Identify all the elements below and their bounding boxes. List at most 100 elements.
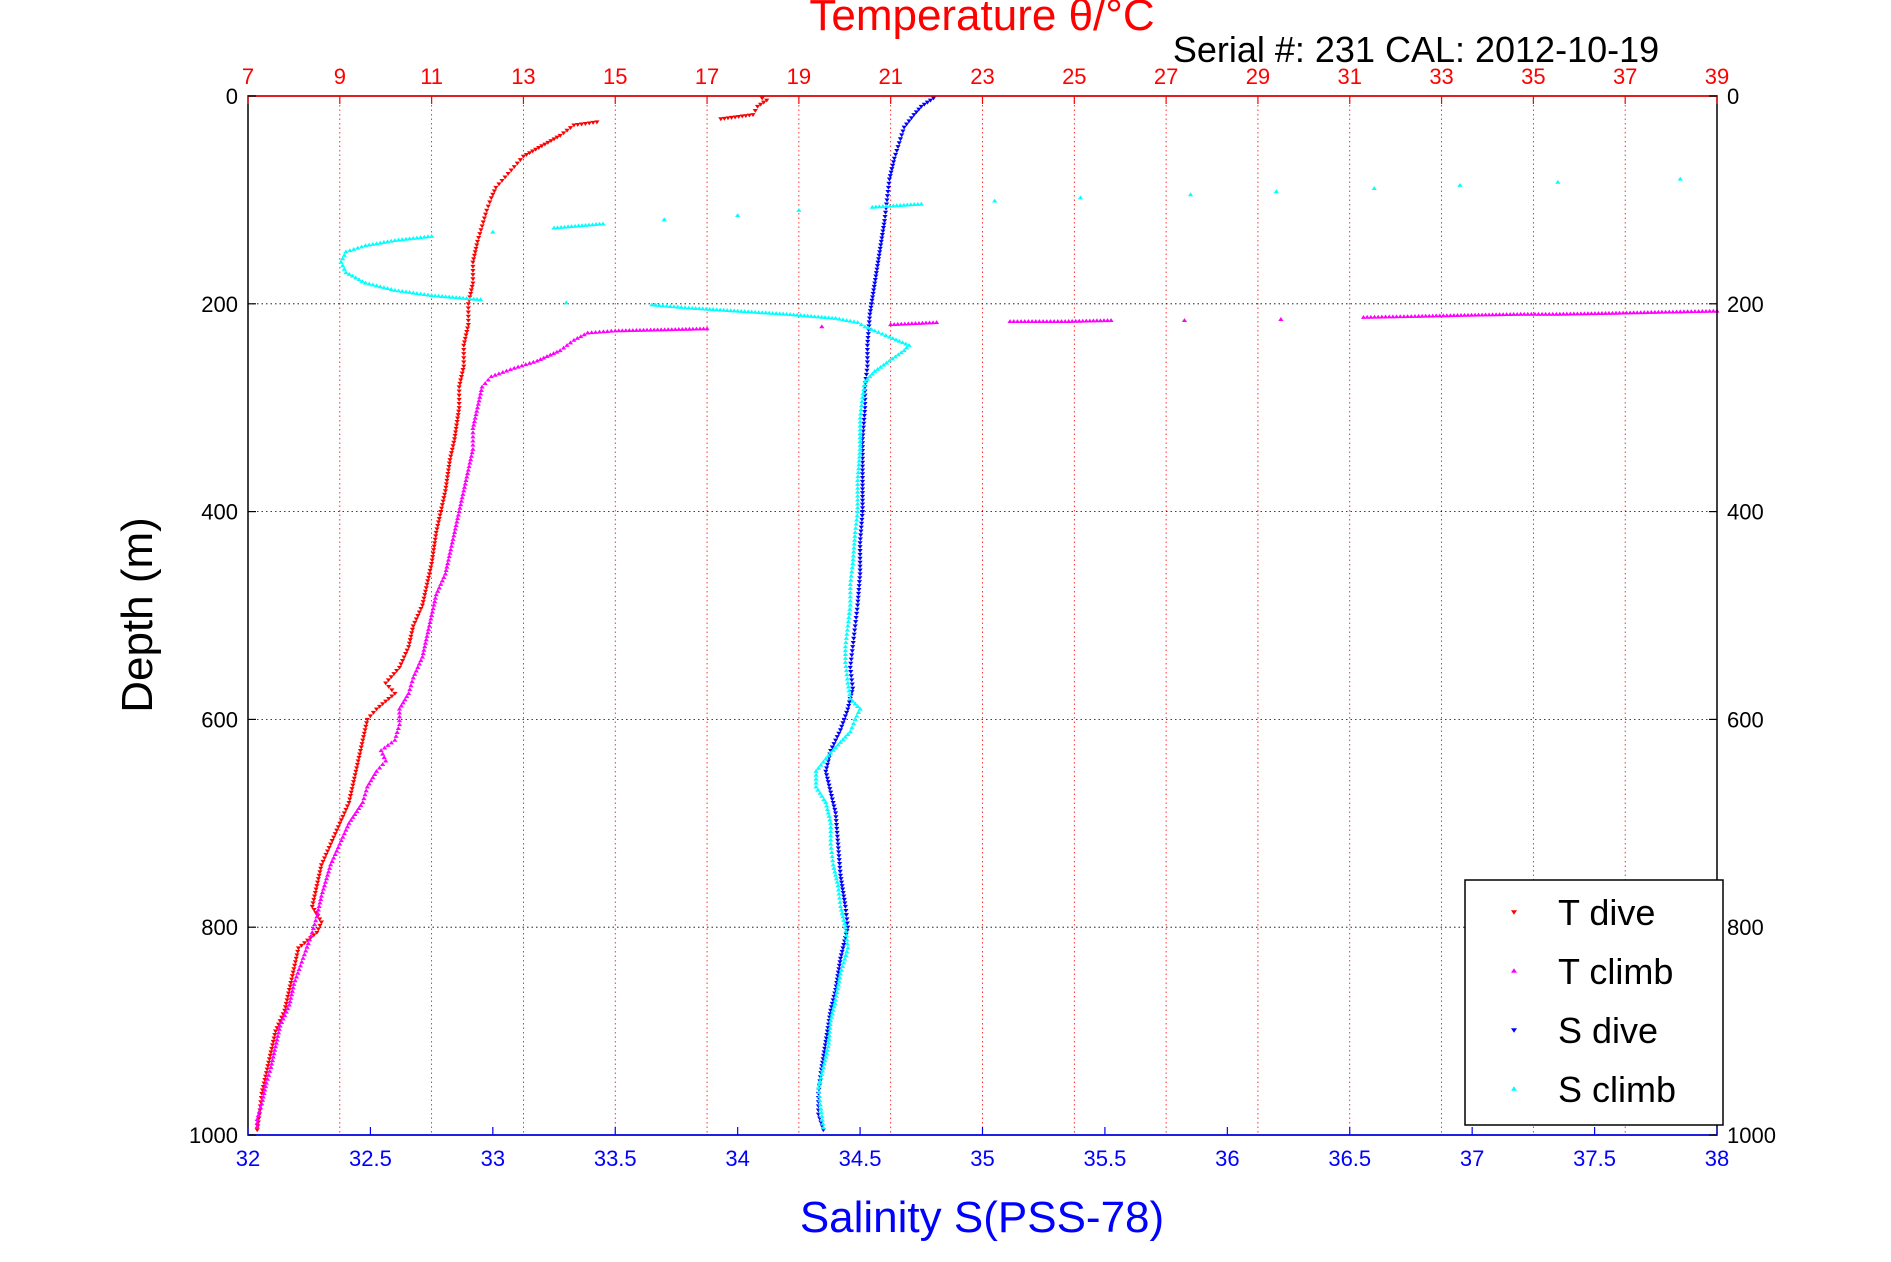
data-point <box>272 1044 279 1049</box>
data-point <box>446 465 452 469</box>
data-point <box>551 137 557 142</box>
depth-tick-label-left: 1000 <box>189 1123 238 1148</box>
data-point <box>459 371 465 376</box>
data-point <box>884 194 891 199</box>
data-point <box>496 371 502 376</box>
data-point <box>472 250 478 255</box>
data-point <box>908 116 915 121</box>
data-point <box>314 930 320 935</box>
data-point <box>446 461 453 466</box>
data-point <box>473 246 479 251</box>
data-point <box>833 819 839 824</box>
data-point <box>461 343 467 348</box>
data-point <box>323 852 329 857</box>
data-point <box>425 630 431 635</box>
data-point <box>454 419 460 424</box>
data-point <box>1401 314 1407 319</box>
data-point <box>388 740 395 745</box>
data-point <box>858 529 864 534</box>
data-point <box>1602 310 1609 315</box>
data-point <box>1539 311 1545 316</box>
data-point <box>372 772 378 777</box>
data-point <box>892 354 898 359</box>
data-point <box>282 1013 288 1018</box>
data-point <box>362 728 368 733</box>
data-point <box>574 336 580 340</box>
data-point <box>852 624 858 629</box>
data-point <box>1553 311 1559 316</box>
data-point <box>857 541 863 546</box>
data-point <box>293 974 300 979</box>
data-point <box>433 534 439 539</box>
data-point <box>432 537 438 542</box>
data-point <box>858 525 864 530</box>
data-point <box>344 804 351 809</box>
data-point <box>919 320 926 325</box>
data-point <box>341 831 348 836</box>
data-point <box>823 1054 829 1059</box>
temp-tick-label: 39 <box>1705 64 1729 89</box>
data-point <box>728 115 735 120</box>
series-s-climb <box>338 176 1683 1130</box>
data-point <box>445 561 451 566</box>
data-point <box>872 328 878 333</box>
data-point <box>855 591 862 596</box>
data-point <box>819 793 825 798</box>
data-point <box>1360 314 1367 319</box>
data-point <box>444 475 451 480</box>
data-point <box>875 330 882 334</box>
data-point <box>904 202 910 207</box>
data-point <box>1581 311 1588 316</box>
data-point <box>707 306 713 311</box>
data-point <box>455 516 461 521</box>
data-point <box>1486 312 1492 317</box>
data-point <box>269 1043 276 1048</box>
temp-tick-label: 31 <box>1338 64 1362 89</box>
data-point <box>857 572 863 577</box>
data-point <box>895 321 901 326</box>
data-point <box>1055 319 1061 324</box>
data-point <box>1493 312 1499 317</box>
data-point <box>568 224 575 229</box>
data-point <box>287 984 293 989</box>
data-point <box>742 309 748 314</box>
data-point <box>276 1030 282 1035</box>
data-point <box>256 1109 263 1114</box>
data-point <box>356 277 362 282</box>
temp-tick-label: 23 <box>970 64 994 89</box>
data-point <box>637 327 643 332</box>
data-point <box>879 232 885 237</box>
data-point <box>444 478 450 483</box>
data-point <box>855 501 861 506</box>
data-point <box>858 403 865 408</box>
data-point <box>1444 313 1450 318</box>
data-point <box>852 701 858 706</box>
salinity-tick-label: 35 <box>970 1146 994 1171</box>
data-point <box>837 904 844 908</box>
data-point <box>805 313 811 318</box>
data-point <box>823 1039 829 1044</box>
data-point <box>732 115 738 120</box>
data-point <box>874 267 880 272</box>
data-point <box>843 933 849 938</box>
data-point <box>364 784 370 789</box>
data-point <box>367 714 374 719</box>
data-point <box>879 236 885 241</box>
data-point <box>403 289 409 294</box>
data-point <box>288 981 294 985</box>
data-point <box>770 310 776 315</box>
data-point <box>350 780 357 785</box>
data-point <box>315 880 321 885</box>
data-point <box>743 114 749 118</box>
data-point <box>589 330 595 335</box>
data-point <box>842 924 848 929</box>
data-point <box>901 348 907 353</box>
data-point <box>665 327 671 332</box>
depth-tick-label-right: 1000 <box>1727 1123 1776 1148</box>
data-point <box>479 224 485 229</box>
data-point <box>859 483 866 488</box>
data-point <box>1397 314 1403 319</box>
data-point <box>842 714 848 719</box>
data-point <box>899 133 905 138</box>
data-point <box>834 830 840 835</box>
